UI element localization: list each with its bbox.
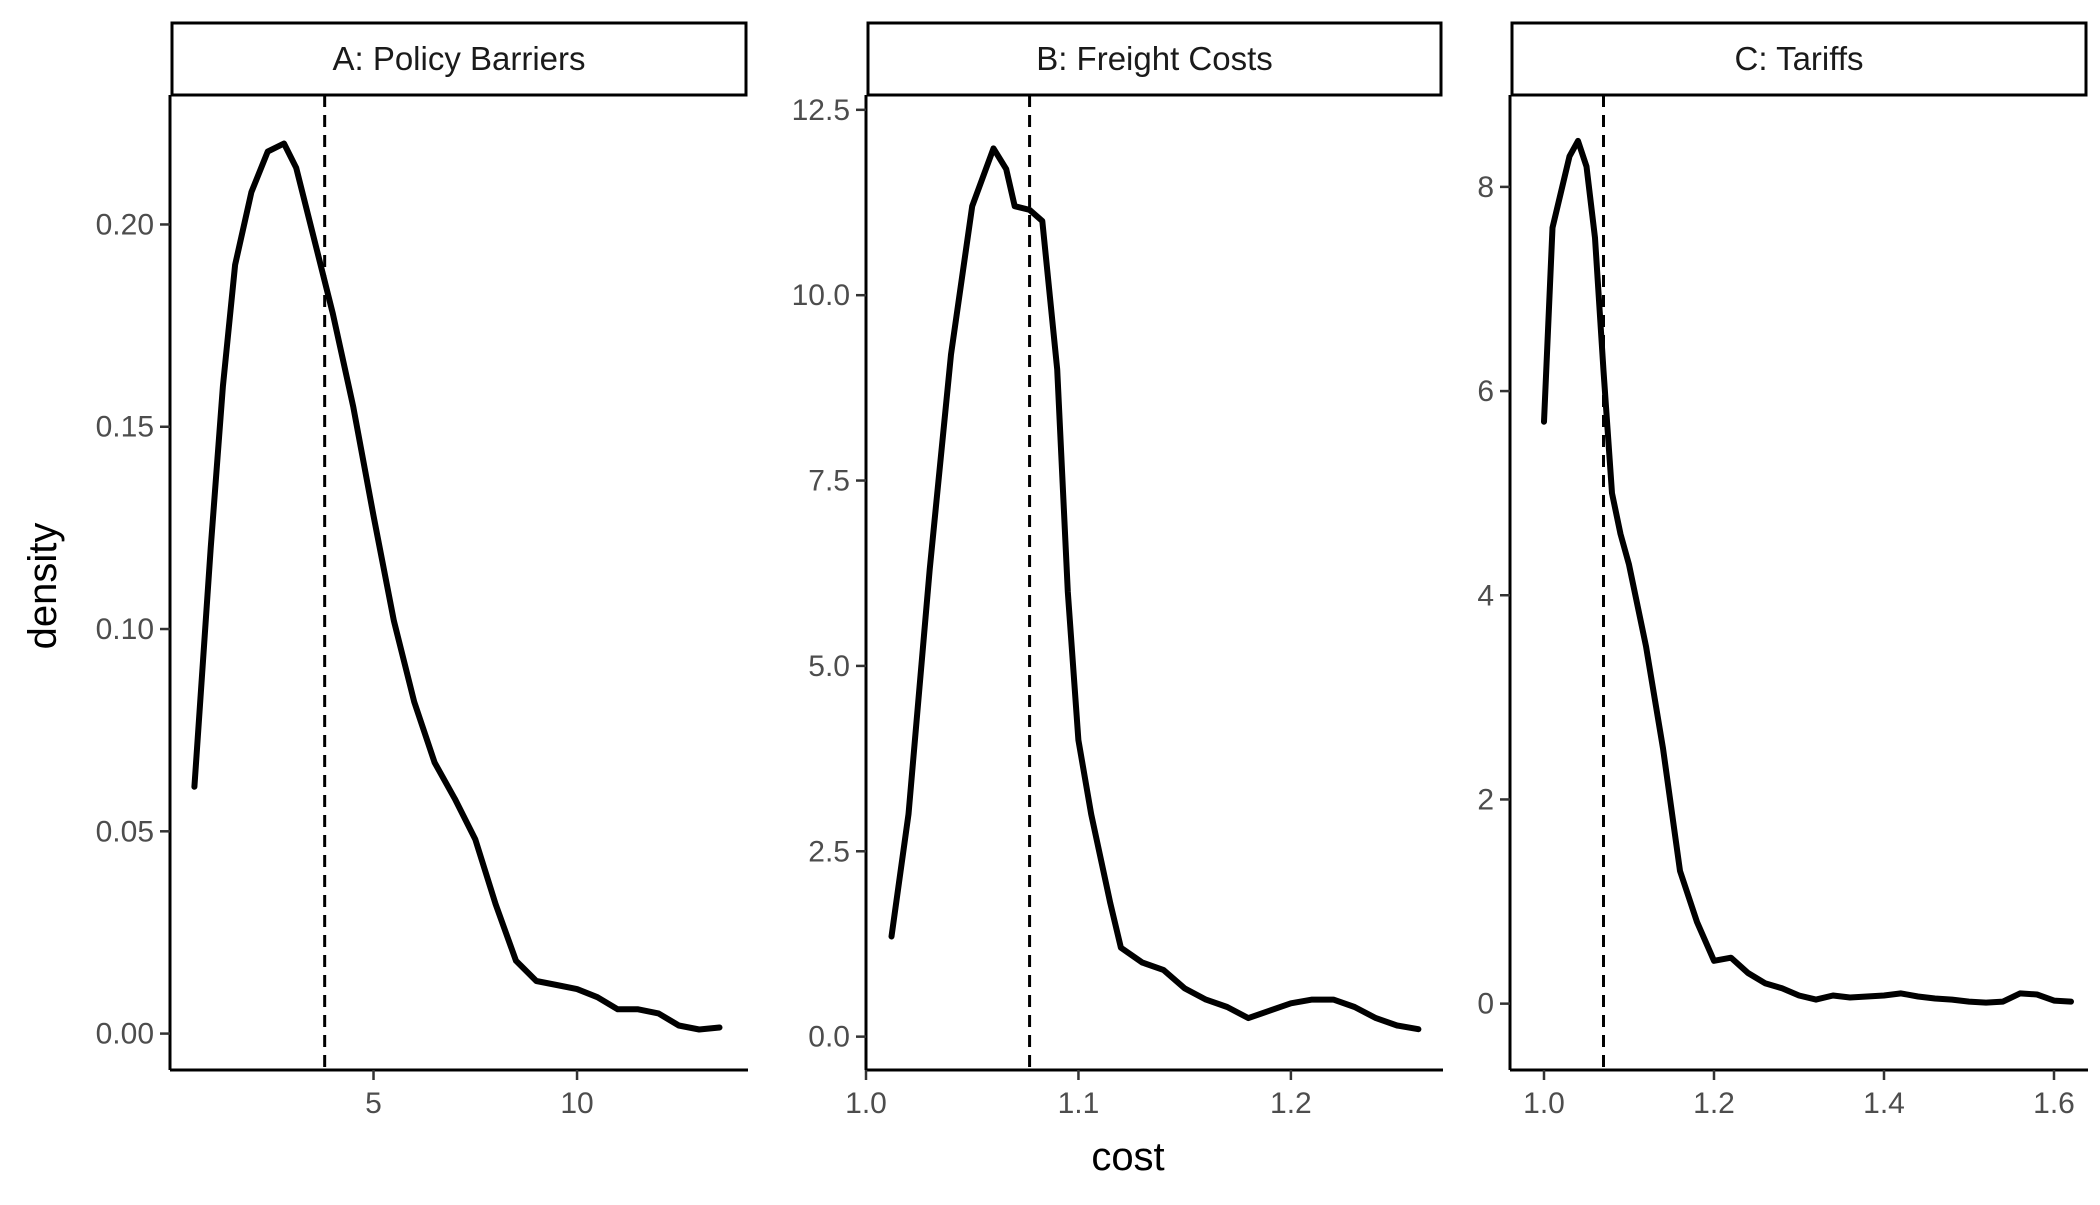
x-tick-label: 1.2 [1270,1087,1312,1120]
density-curve [888,145,1422,1033]
x-tick-label: 5 [365,1087,382,1120]
y-tick-label: 7.5 [808,465,850,498]
x-tick-label: 1.6 [2033,1087,2075,1120]
facet-panel-1: A: Policy Barriers 0.00 0.05 0.10 0.15 0.20 5 1… [96,21,748,1120]
density-curve [191,140,723,1033]
x-axis-title: cost [1091,1135,1164,1179]
facet-panel-2: B: Freight Costs 0.0 2.5 5.0 7.5 10.0 12.5 1.0 1… [792,21,1443,1120]
x-tick-label: 1.2 [1693,1087,1735,1120]
x-tick-label: 1.0 [1523,1087,1565,1120]
y-tick-label: 0.00 [96,1018,154,1051]
strip-label: B: Freight Costs [1036,40,1273,77]
y-axis-title: density [21,523,65,650]
y-tick-label: 0.10 [96,613,154,646]
x-tick-label: 1.0 [845,1087,887,1120]
y-tick-label: 2 [1477,783,1494,816]
strip-box [1510,21,2088,97]
y-tick-label: 0 [1477,988,1494,1021]
strip-box [170,21,748,97]
y-tick-label: 5.0 [808,650,850,683]
strip-label: A: Policy Barriers [332,40,585,77]
density-curve [1541,137,2074,1006]
x-tick-label: 1.4 [1863,1087,1905,1120]
y-tick-label: 8 [1477,171,1494,204]
y-tick-label: 0.0 [808,1021,850,1054]
y-tick-label: 4 [1477,579,1494,612]
y-tick-label: 12.5 [792,94,850,127]
y-tick-label: 0.15 [96,411,154,444]
y-tick-label: 10.0 [792,279,850,312]
strip-label: C: Tariffs [1735,40,1864,77]
x-tick-label: 1.1 [1058,1087,1100,1120]
strip-box [866,21,1443,97]
x-tick-label: 10 [560,1087,593,1120]
y-tick-label: 0.05 [96,815,154,848]
facet-panel-3: C: Tariffs 0 2 4 6 8 1.0 1.2 1.4 1.6 [1477,21,2088,1120]
y-tick-label: 0.20 [96,208,154,241]
y-tick-label: 6 [1477,375,1494,408]
y-tick-label: 2.5 [808,835,850,868]
